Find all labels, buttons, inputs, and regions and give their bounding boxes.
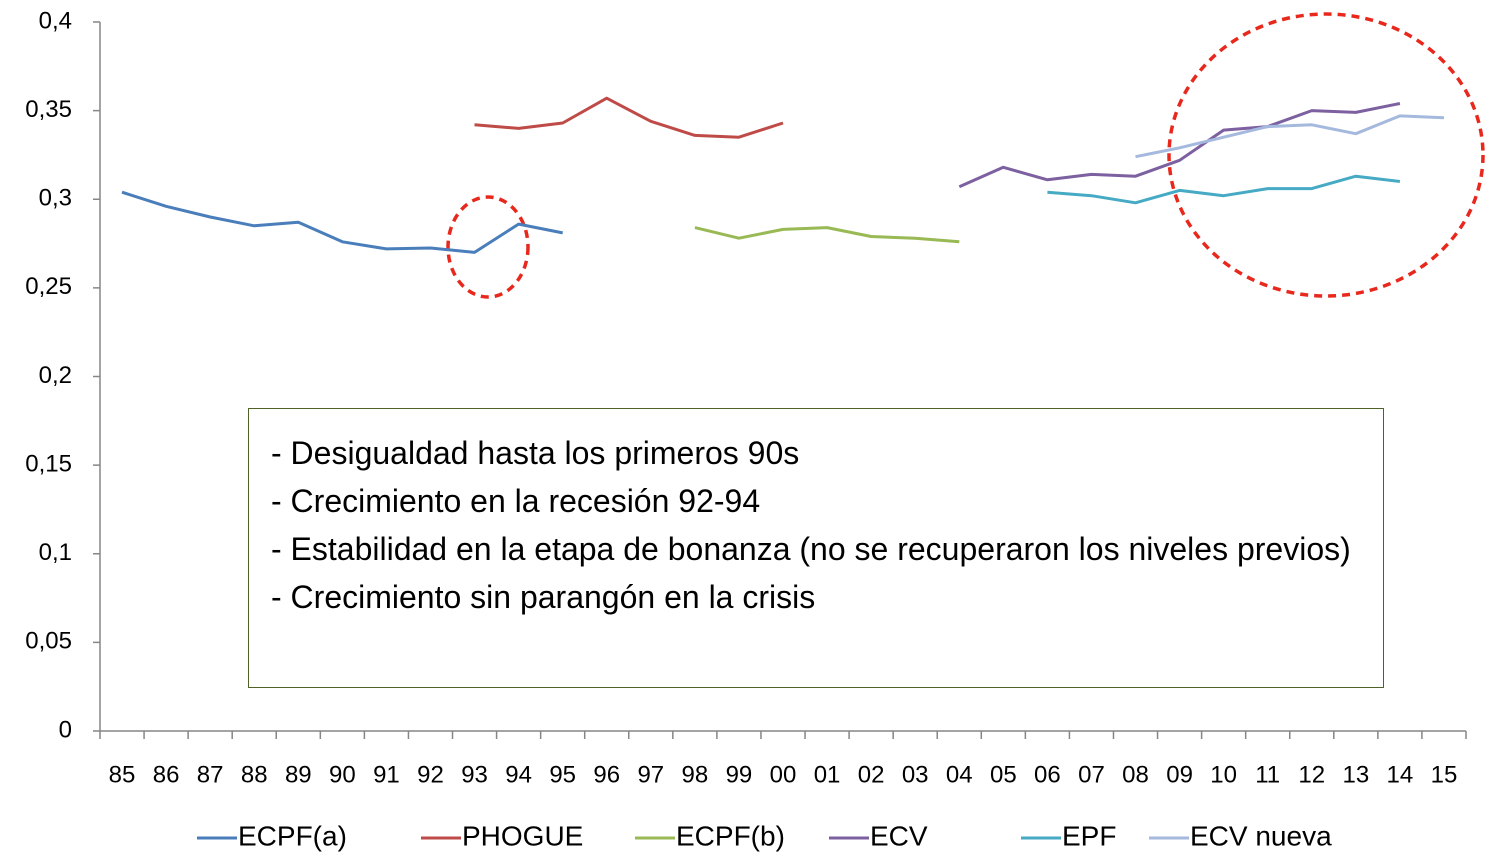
y-tick-label: 0,35 [25, 96, 72, 123]
annotation-line: - Estabilidad en la etapa de bonanza (no… [271, 531, 1351, 567]
annotation-line: - Desigualdad hasta los primeros 90s [271, 435, 800, 471]
x-tick-label: 00 [770, 761, 797, 788]
x-tick-label: 09 [1166, 761, 1193, 788]
x-tick-label: 05 [990, 761, 1017, 788]
x-tick-label: 96 [593, 761, 620, 788]
x-tick-label: 10 [1210, 761, 1237, 788]
y-tick-label: 0 [59, 716, 72, 743]
annotation-line: - Crecimiento en la recesión 92-94 [271, 483, 761, 519]
y-tick-label: 0,3 [39, 185, 72, 212]
series-line [1047, 174, 1401, 205]
x-tick-label: 99 [726, 761, 753, 788]
legend-label: EPF [1062, 820, 1116, 851]
x-tick-label: 14 [1387, 761, 1414, 788]
x-tick-label: 04 [946, 761, 973, 788]
x-tick-label: 93 [461, 761, 488, 788]
x-tick-label: 98 [682, 761, 709, 788]
x-tick-label: 85 [109, 761, 136, 788]
series-line [474, 96, 784, 139]
annotation-line: - Crecimiento sin parangón en la crisis [271, 579, 816, 615]
annotation-box: - Desigualdad hasta los primeros 90s - Cr… [248, 408, 1384, 688]
x-tick-label: 11 [1255, 761, 1280, 788]
legend-label: ECV [870, 820, 928, 851]
y-tick-label: 0,25 [25, 273, 72, 300]
legend-label: ECPF(a) [238, 820, 347, 851]
x-tick-label: 01 [814, 761, 841, 788]
x-tick-label: 07 [1078, 761, 1105, 788]
x-tick-label: 12 [1298, 761, 1325, 788]
series-line [694, 226, 960, 244]
x-tick-label: 97 [637, 761, 664, 788]
series-line [1135, 114, 1445, 159]
x-tick-label: 13 [1342, 761, 1369, 788]
legend-label: ECV nueva [1190, 820, 1332, 851]
y-tick-label: 0,15 [25, 450, 72, 477]
x-tick-label: 08 [1122, 761, 1149, 788]
highlight-ellipse [446, 195, 530, 299]
x-tick-label: 94 [505, 761, 532, 788]
y-tick-label: 0,4 [39, 7, 72, 34]
y-tick-label: 0,1 [39, 539, 72, 566]
x-tick-label: 91 [373, 761, 400, 788]
x-tick-label: 95 [549, 761, 576, 788]
series-line [958, 102, 1401, 189]
y-tick-label: 0,05 [25, 628, 72, 655]
x-tick-label: 15 [1431, 761, 1458, 788]
legend-label: PHOGUE [462, 820, 583, 851]
x-tick-label: 87 [197, 761, 224, 788]
x-tick-label: 89 [285, 761, 312, 788]
series-line [121, 190, 563, 254]
x-tick-label: 88 [241, 761, 268, 788]
highlight-ellipse [1167, 12, 1485, 298]
x-tick-label: 92 [417, 761, 444, 788]
x-tick-label: 90 [329, 761, 356, 788]
y-tick-label: 0,2 [39, 362, 72, 389]
legend-label: ECPF(b) [676, 820, 785, 851]
x-tick-label: 03 [902, 761, 929, 788]
x-tick-label: 02 [858, 761, 885, 788]
x-tick-label: 06 [1034, 761, 1061, 788]
x-tick-label: 86 [153, 761, 180, 788]
